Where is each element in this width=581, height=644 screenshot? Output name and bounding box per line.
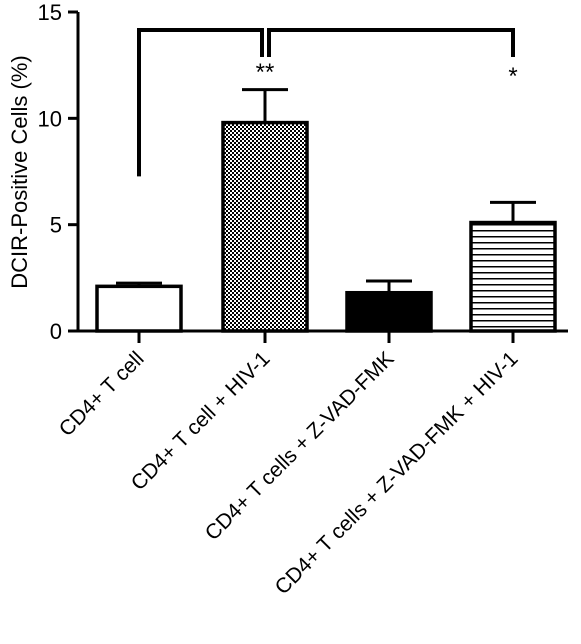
significance-label-2: * — [508, 63, 517, 90]
bar-2 — [221, 120, 309, 333]
y-tick-label-5: 5 — [50, 213, 62, 238]
significance-bracket-2 — [267, 28, 515, 57]
bars — [95, 120, 557, 333]
y-tick-label-10: 10 — [38, 106, 62, 131]
y-axis-ticks: 0 5 10 15 — [38, 0, 78, 344]
significance-label-1: ** — [256, 59, 275, 86]
category-label-4: CD4+ T cells + Z-VAD-FMK + HIV-1 — [271, 347, 523, 599]
bar-4 — [469, 220, 557, 333]
bar-1 — [95, 284, 183, 333]
y-tick-label-0: 0 — [50, 319, 62, 344]
bar-3 — [345, 290, 433, 333]
y-tick-label-15: 15 — [38, 0, 62, 25]
y-axis-label: DCIR-Positive Cells (%) — [7, 55, 32, 288]
category-label-2: CD4+ T cell + HIV-1 — [127, 347, 275, 495]
significance-bracket-1 — [137, 28, 264, 177]
significance-brackets: ** * — [137, 28, 518, 177]
category-label-1: CD4+ T cell — [55, 347, 149, 441]
error-bars — [116, 88, 536, 293]
